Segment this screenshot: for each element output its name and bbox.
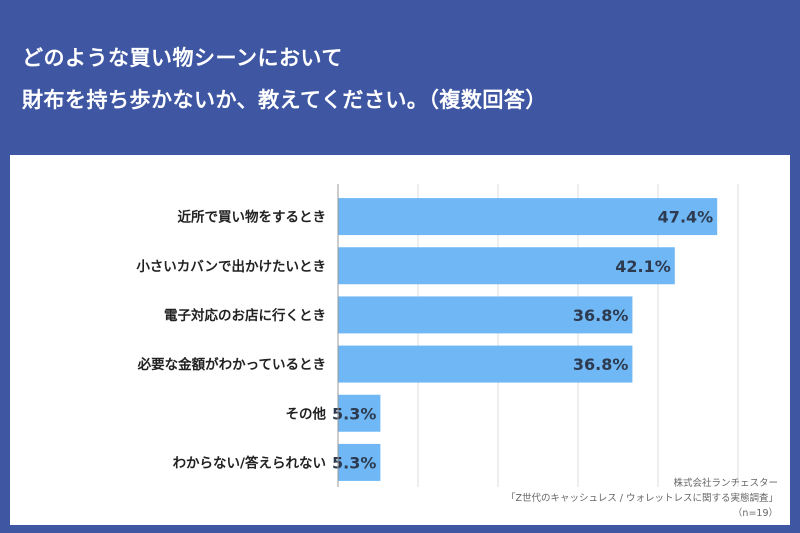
source-survey: 「Z世代のキャッシュレス / ウォレットレスに関する実態調査」 [505, 493, 778, 504]
bar [338, 394, 381, 432]
source-company: 株式会社ランチェスター [673, 478, 778, 489]
title-line-1: どのような買い物シーンにおいて [22, 46, 343, 70]
value-label: 42.1% [615, 257, 671, 276]
category-label: 小さいカバンで出かけたいとき [136, 258, 326, 275]
value-label: 36.8% [573, 355, 629, 374]
bar [338, 345, 633, 383]
value-label: 5.3% [332, 453, 376, 472]
category-label: 必要な金額がわかっているとき [137, 356, 326, 373]
title-line-2: 財布を持ち歩かないか、教えてください。（複数回答） [22, 88, 547, 112]
value-label: 47.4% [658, 208, 714, 227]
bar [338, 296, 633, 334]
category-label: 電子対応のお店に行くとき [164, 307, 326, 324]
category-label: その他 [286, 405, 327, 422]
value-label: 5.3% [332, 404, 376, 423]
category-label: わからない/答えられない [173, 454, 326, 471]
source-sample: （n=19） [732, 508, 778, 519]
bar [338, 247, 675, 285]
category-label: 近所で買い物をするとき [178, 209, 327, 226]
bar [338, 443, 381, 481]
value-label: 36.8% [573, 306, 629, 325]
header-banner: どのような買い物シーンにおいて 財布を持ち歩かないか、教えてください。（複数回答… [0, 0, 800, 155]
bar [338, 198, 718, 236]
